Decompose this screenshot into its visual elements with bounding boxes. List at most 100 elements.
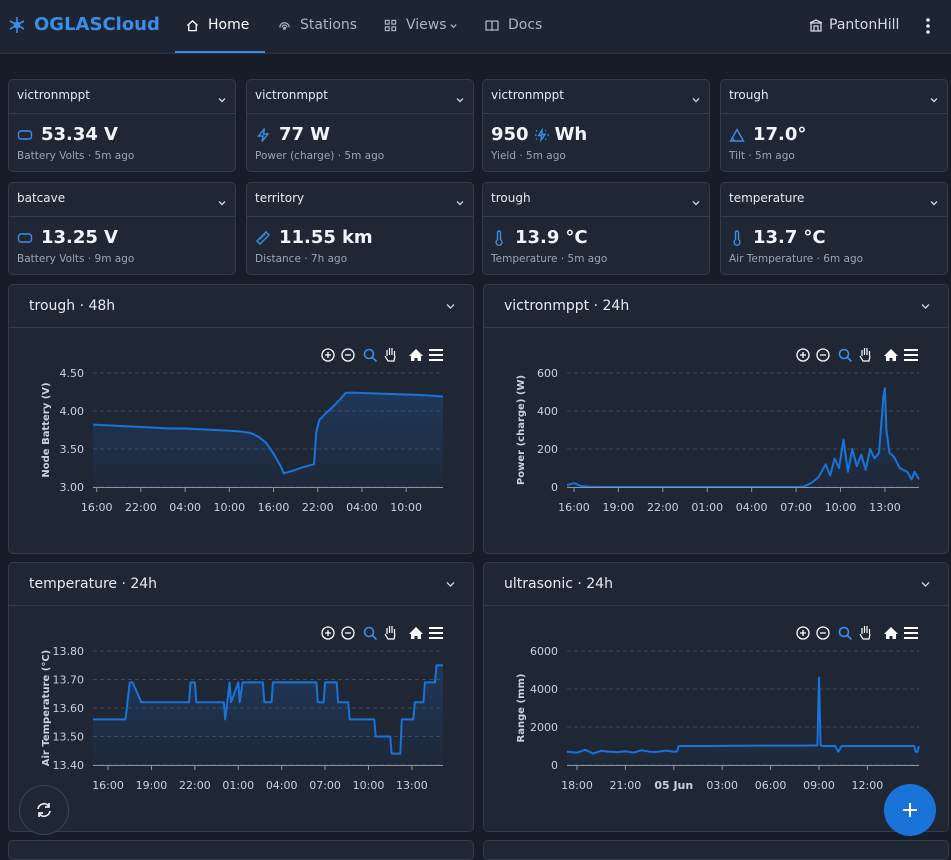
reset-home[interactable]: [884, 349, 898, 361]
data-line: [93, 664, 443, 755]
card-node: batcave: [17, 191, 66, 205]
chart-panel: ultrasonic · 24h 0 2000 4000 6000 18:00 21:00 0…: [483, 562, 949, 832]
zoom-in[interactable]: [796, 348, 810, 362]
card-menu: [455, 90, 465, 109]
x-tick-label: 19:00: [136, 779, 168, 792]
card-unit: W: [310, 124, 330, 145]
reset-home[interactable]: [409, 349, 423, 361]
zoom-select[interactable]: [838, 348, 853, 363]
card-separator: [9, 113, 235, 114]
x-tick-label: 16:00: [558, 501, 590, 514]
chevron[interactable]: [691, 198, 701, 208]
card-unit: km: [341, 227, 373, 248]
zoom-in[interactable]: [796, 626, 810, 640]
card-unit: °C: [565, 227, 588, 248]
x-tick-label: 21:00: [610, 779, 642, 792]
x-tick-label: 07:00: [780, 501, 812, 514]
chart-toolbar[interactable]: [321, 626, 443, 641]
area-fill: [567, 677, 919, 765]
chevron[interactable]: [455, 198, 465, 208]
card-icon: [533, 127, 549, 143]
panel-menu[interactable]: [921, 582, 930, 587]
pan[interactable]: [384, 626, 396, 640]
zoom-out[interactable]: [816, 626, 830, 640]
menu[interactable]: [904, 349, 918, 361]
y-tick-label: 0: [551, 481, 558, 494]
nav-home[interactable]: Home: [186, 17, 249, 33]
card-node: victronmppt: [17, 88, 90, 102]
chart-toolbar[interactable]: [796, 348, 918, 363]
chart-toolbar[interactable]: [796, 626, 918, 641]
zoom-select[interactable]: [838, 626, 853, 641]
chart-panel-partial: [483, 840, 949, 860]
stat-card: victronmppt 53.34 V Battery Volts · 5m ago: [8, 79, 236, 172]
refresh-button[interactable]: [19, 785, 69, 835]
chevron[interactable]: [217, 95, 227, 105]
nav-views[interactable]: Views: [384, 17, 458, 33]
chevron[interactable]: [929, 198, 939, 208]
card-value-row: 77 W: [255, 124, 330, 145]
y-tick-label: 600: [537, 367, 558, 380]
zoom-out[interactable]: [341, 626, 355, 640]
card-value-row: 17.0 °: [729, 124, 806, 145]
card-value-row: 950 Wh: [491, 124, 587, 145]
chevron: [446, 582, 455, 587]
panel-menu[interactable]: [446, 582, 455, 587]
nav-stations[interactable]: Stations: [278, 17, 357, 33]
chevron[interactable]: [217, 198, 227, 208]
chevron: [446, 304, 455, 309]
stat-card: victronmppt 77 W Power (charge) · 5m ago: [246, 79, 474, 172]
panel-menu[interactable]: [921, 304, 930, 309]
nav-docs[interactable]: Docs: [485, 17, 542, 33]
card-unit: Wh: [554, 124, 588, 145]
chevron[interactable]: [691, 95, 701, 105]
chevron[interactable]: [455, 95, 465, 105]
add-button[interactable]: [884, 784, 936, 836]
card-node: trough: [491, 191, 531, 205]
zoom-out[interactable]: [816, 348, 830, 362]
card-value: 11.55: [279, 227, 336, 248]
refresh-icon: [37, 802, 51, 818]
zoom-out[interactable]: [341, 348, 355, 362]
x-tick-label: 22:00: [647, 501, 679, 514]
y-axis-label: Range (mm): [516, 674, 527, 743]
card-icon: [729, 229, 745, 246]
pan[interactable]: [859, 626, 871, 640]
zoom-select[interactable]: [363, 348, 378, 363]
icon: [733, 229, 741, 246]
chart-title: trough · 48h: [29, 298, 115, 314]
x-tick-label: 22:00: [179, 779, 211, 792]
chevron[interactable]: [929, 95, 939, 105]
card-caption: Air Temperature · 6m ago: [729, 253, 864, 265]
y-tick-label: 3.00: [60, 481, 85, 494]
card-value: 17.0: [753, 124, 798, 145]
card-icon: [255, 127, 271, 143]
reset-home[interactable]: [409, 627, 423, 639]
card-node: temperature: [729, 191, 805, 205]
x-tick-label: 16:00: [81, 501, 113, 514]
pan[interactable]: [384, 348, 396, 362]
kebab-menu[interactable]: [924, 17, 932, 35]
card-value-row: 11.55 km: [255, 227, 373, 248]
y-tick-label: 13.70: [53, 674, 85, 687]
nav-user[interactable]: PantonHill: [809, 17, 899, 33]
card-icon: [491, 229, 507, 246]
menu[interactable]: [429, 627, 443, 639]
icon: [256, 230, 270, 245]
pan[interactable]: [859, 348, 871, 362]
reset-home[interactable]: [884, 627, 898, 639]
menu[interactable]: [904, 627, 918, 639]
menu[interactable]: [429, 349, 443, 361]
brand[interactable]: OGLASCloud: [8, 14, 160, 35]
data-line: [566, 676, 920, 755]
nav-label: Stations: [300, 17, 358, 33]
y-tick-label: 2000: [530, 721, 558, 734]
active-underline: [175, 51, 265, 53]
zoom-in[interactable]: [321, 348, 335, 362]
chart-toolbar[interactable]: [321, 348, 443, 363]
panel-menu[interactable]: [446, 304, 455, 309]
icon: [729, 127, 745, 142]
zoom-in[interactable]: [321, 626, 335, 640]
zoom-select[interactable]: [363, 626, 378, 641]
